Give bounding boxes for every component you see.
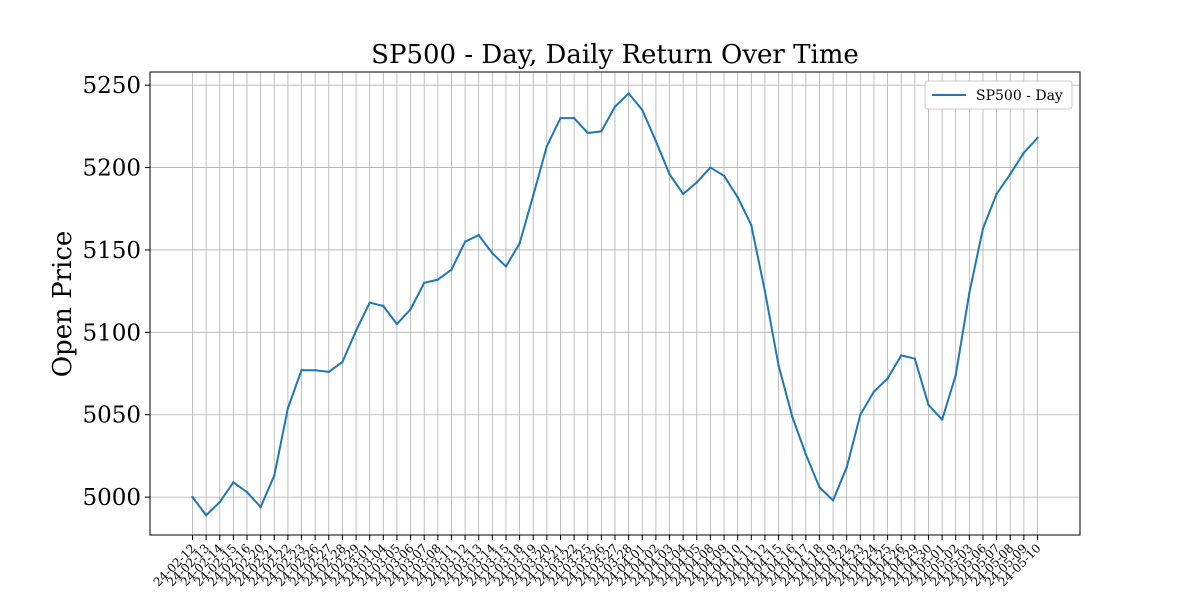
data-point xyxy=(709,166,712,169)
data-point xyxy=(300,369,303,372)
data-point xyxy=(218,500,221,504)
series-group xyxy=(191,92,1039,517)
data-point xyxy=(913,357,917,360)
y-axis-ticks: 5000 5050 5100 5150 5200 5250 xyxy=(82,73,150,511)
data-point xyxy=(968,291,971,294)
data-point xyxy=(777,364,780,367)
y-tick-label: 5250 xyxy=(82,73,141,99)
data-point xyxy=(572,116,576,120)
data-point xyxy=(763,289,767,293)
data-point xyxy=(436,278,440,281)
data-point xyxy=(545,144,549,148)
data-point xyxy=(1036,136,1039,140)
data-point xyxy=(831,499,835,502)
data-point xyxy=(422,281,426,285)
data-point xyxy=(259,505,262,509)
data-point xyxy=(463,240,467,243)
y-tick-label: 5150 xyxy=(82,238,141,264)
data-point xyxy=(600,130,603,133)
data-point xyxy=(518,242,521,245)
data-point xyxy=(559,116,562,120)
data-point xyxy=(327,370,330,374)
data-point xyxy=(409,308,412,311)
y-tick-label: 5200 xyxy=(82,156,141,182)
data-point xyxy=(927,403,930,407)
data-point xyxy=(204,514,208,517)
data-point xyxy=(382,304,385,308)
data-point xyxy=(695,181,698,184)
x-gridlines xyxy=(192,72,1038,535)
data-point xyxy=(354,329,358,332)
data-point xyxy=(477,233,480,237)
data-point xyxy=(504,265,508,268)
y-tick-label: 5100 xyxy=(82,320,141,346)
chart-title: SP500 - Day, Daily Return Over Time xyxy=(371,40,859,70)
data-point xyxy=(232,481,235,484)
data-point xyxy=(668,172,671,176)
data-point xyxy=(368,301,371,304)
data-point xyxy=(981,227,985,230)
data-point xyxy=(790,415,794,418)
data-point xyxy=(940,418,944,421)
legend-label: SP500 - Day xyxy=(976,88,1063,104)
y-tick-label: 5050 xyxy=(82,403,141,429)
data-point xyxy=(191,495,194,499)
data-point xyxy=(532,194,535,197)
data-point xyxy=(627,92,630,95)
legend: SP500 - Day xyxy=(924,80,1073,110)
data-point xyxy=(286,406,290,410)
data-point xyxy=(900,354,903,357)
data-point xyxy=(654,140,658,143)
data-point xyxy=(804,453,808,456)
data-point xyxy=(681,192,685,196)
data-point xyxy=(613,105,617,108)
y-tick-label: 5000 xyxy=(82,485,141,511)
data-point xyxy=(245,490,249,494)
data-point xyxy=(859,413,862,416)
x-axis-ticks: 24-02-1224-02-1324-02-1424-02-1524-02-16… xyxy=(151,535,1044,589)
data-point xyxy=(818,486,821,489)
data-point xyxy=(341,360,344,364)
data-point xyxy=(586,131,589,135)
data-point xyxy=(641,108,644,112)
data-point xyxy=(872,390,876,393)
data-point xyxy=(491,252,494,255)
data-point xyxy=(886,377,889,380)
data-point xyxy=(954,373,957,377)
data-point xyxy=(1009,172,1012,176)
data-point xyxy=(450,268,453,271)
data-point xyxy=(273,474,276,477)
data-point xyxy=(750,224,753,227)
legend-box xyxy=(924,80,1073,110)
data-point xyxy=(313,369,317,372)
data-point xyxy=(1022,151,1026,154)
y-axis-label: Open Price xyxy=(48,231,78,378)
data-point xyxy=(736,196,739,199)
data-point xyxy=(995,192,998,196)
data-point xyxy=(845,466,848,469)
data-point xyxy=(722,174,726,178)
data-point xyxy=(395,322,399,326)
